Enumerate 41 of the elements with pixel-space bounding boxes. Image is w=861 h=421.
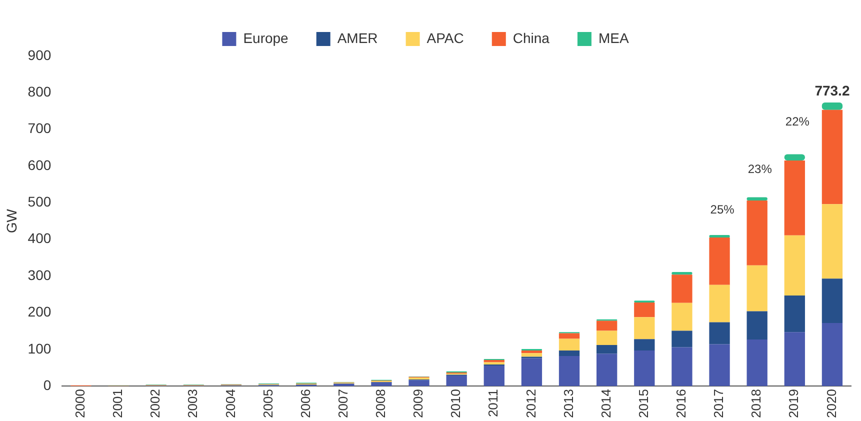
y-tick-label: 600 (28, 156, 52, 173)
x-tick-label: 2000 (72, 389, 88, 418)
x-tick-label: 2013 (560, 389, 576, 418)
y-tick-label: 100 (28, 340, 52, 356)
x-tick-label: 2009 (410, 389, 426, 418)
legend-label: MEA (598, 30, 630, 46)
x-tick-label: 2015 (636, 389, 651, 418)
y-tick-label: 0 (43, 376, 52, 393)
x-tick-label: 2019 (786, 389, 802, 418)
x-tick-label: 2003 (185, 389, 200, 418)
y-tick-label: 200 (28, 304, 52, 320)
x-tick-label: 2006 (298, 389, 313, 418)
x-tick-label: 2002 (148, 389, 163, 418)
annotation: 23% (748, 162, 772, 176)
y-tick-label: 300 (28, 266, 52, 283)
legend-label: China (512, 30, 550, 46)
y-tick-label: 900 (28, 46, 52, 63)
x-tick-label: 2017 (711, 389, 726, 418)
annotation: 25% (710, 202, 735, 216)
legend-label: APAC (426, 30, 464, 46)
x-tick-label: 2018 (748, 389, 764, 418)
x-tick-label: 2020 (824, 389, 839, 418)
y-tick-label: 400 (28, 230, 52, 246)
x-tick-label: 2001 (110, 389, 126, 418)
y-tick-label: 500 (28, 194, 52, 210)
x-tick-label: 2014 (598, 389, 614, 418)
x-tick-label: 2011 (486, 389, 501, 418)
annotation: 773.2 (814, 82, 850, 98)
annotation: 22% (785, 114, 810, 129)
legend-label: Europe (243, 30, 289, 46)
y-tick-label: 700 (28, 120, 52, 136)
x-tick-label: 2004 (222, 389, 238, 418)
x-tick-label: 2012 (523, 389, 538, 418)
y-axis-title: GW (3, 208, 20, 234)
x-tick-label: 2005 (260, 389, 276, 418)
y-tick-label: 800 (28, 84, 52, 100)
x-tick-label: 2016 (674, 389, 689, 418)
x-tick-label: 2007 (335, 389, 350, 418)
x-tick-label: 2010 (448, 389, 464, 418)
x-tick-label: 2008 (373, 389, 388, 418)
legend-label: AMER (337, 30, 378, 46)
